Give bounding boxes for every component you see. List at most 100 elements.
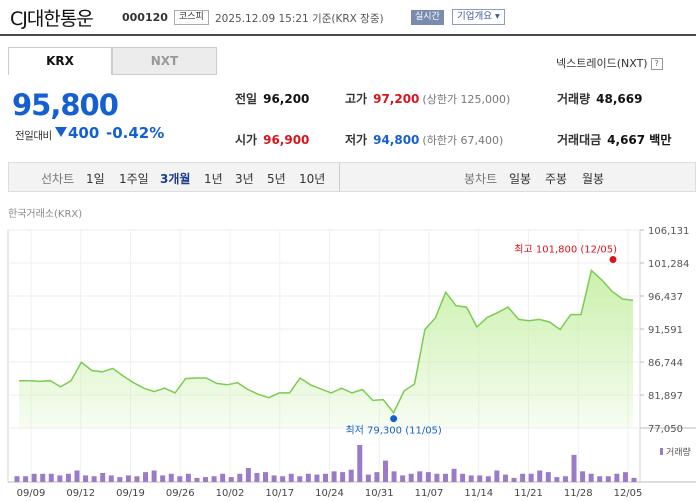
volume-bar [151,470,157,482]
x-tick-label: 11/14 [464,488,493,499]
change-label: 전일대비 [15,130,52,142]
volume-bar [134,476,140,482]
volume-bar [125,475,131,482]
stat-volume: 거래량 48,669 [557,90,642,107]
volume-bar [502,474,508,482]
period-10y[interactable]: 10년 [299,172,326,186]
volume-bar [168,473,174,482]
stat-low: 저가 94,800 (하한가 67,400) [345,131,503,148]
price-change-percent: -0.42% [106,124,165,142]
volume-bar [485,476,491,482]
volume-bar [451,468,457,482]
volume-bar [588,473,594,482]
stat-prev-close: 전일 96,200 [235,90,309,107]
volume-bar [254,472,260,482]
candle-daily[interactable]: 일봉 [509,172,532,186]
stat-open: 시가 96,900 [235,131,309,148]
x-tick-label: 10/02 [216,488,245,499]
period-1w[interactable]: 1주일 [119,172,149,186]
volume-bar [528,473,534,482]
tab-nxt[interactable]: NXT [112,47,217,75]
volume-bar [220,473,226,482]
volume-legend-label: 거래량 [666,446,691,458]
nextrade-label: 넥스트레이드(NXT) [556,57,648,70]
stat-turnover: 거래대금 4,667 백만 [557,131,671,148]
help-icon[interactable]: ? [650,58,663,70]
x-tick-label: 11/07 [415,488,444,499]
down-arrow-icon [55,127,67,137]
y-tick-label: 77,050 [648,424,683,435]
y-tick-label: 81,897 [648,391,683,402]
volume-bar [65,473,71,482]
stat-label: 저가 [345,133,368,147]
candle-chart-label: 봉차트 [464,172,498,186]
volume-bar [177,476,183,482]
stock-code: 000120 [122,11,168,24]
price-chart[interactable]: 106,131 101,284 96,437 91,591 86,744 81,897 77… [0,218,696,502]
volume-bar [143,472,149,482]
volume-bar [117,477,123,482]
candle-monthly[interactable]: 월봉 [582,172,605,186]
volume-bar [614,473,620,482]
y-tick-label: 96,437 [648,292,683,303]
volume-bar [83,475,89,482]
y-tick-label: 91,591 [648,325,683,336]
period-3y[interactable]: 3년 [235,172,254,186]
volume-bar [40,473,46,482]
stat-label: 고가 [345,92,368,106]
stock-header: CJ대한통운 000120 코스피 2025.12.09 15:21 기준(KR… [0,0,696,36]
volume-bar [314,474,320,482]
volume-bar [597,476,603,482]
company-info-button[interactable]: 기업개요 ▾ [452,9,505,25]
line-chart-label: 선차트 [41,172,75,186]
y-tick-label: 106,131 [648,226,689,237]
volume-bar [511,477,517,482]
realtime-badge: 실시간 [411,10,444,25]
high-annotation: 최고 101,800 (12/05) [514,243,617,255]
volume-bar [271,475,277,482]
exchange-label: 한국거래소(KRX) [8,209,83,220]
stat-label: 거래량 [557,92,591,106]
chart-toolbar: 선차트 1일 1주일 3개월 1년 3년 5년 10년 봉차트 일봉 주봉 월봉 [8,162,696,192]
stat-value: 48,669 [596,92,643,106]
stat-label: 전일 [235,92,258,106]
volume-bar [263,472,269,482]
x-tick-label: 09/26 [166,488,195,499]
low-annotation: 최저 79,300 (11/05) [345,425,441,437]
volume-bar [305,473,311,482]
period-1d[interactable]: 1일 [86,172,105,186]
volume-bar [382,460,388,482]
volume-bar [288,473,294,482]
tab-krx[interactable]: KRX [8,47,112,75]
price-area-fill [19,270,633,428]
volume-bar [520,473,526,482]
x-tick-label: 10/31 [365,488,394,499]
volume-bar [57,475,63,482]
volume-bar [237,473,243,482]
volume-bar [468,475,474,482]
volume-bar [108,475,114,482]
period-1y[interactable]: 1년 [204,172,223,186]
volume-bar [365,474,371,482]
volume-bar [494,470,500,482]
stat-label: 거래대금 [557,133,602,147]
stat-value: 96,900 [263,133,310,147]
volume-bar [400,475,406,482]
volume-bar [622,472,628,482]
period-3m[interactable]: 3개월 [160,172,191,186]
stock-name: CJ대한통운 [10,8,94,30]
price-line [19,268,634,415]
volume-bar [245,468,251,482]
x-tick-label: 10/24 [315,488,344,499]
volume-bar [408,473,414,482]
period-5y[interactable]: 5년 [267,172,286,186]
candle-weekly[interactable]: 주봉 [545,172,568,186]
volume-bar [357,445,363,482]
volume-bar [580,471,586,482]
volume-bar [442,473,448,482]
stat-high: 고가 97,200 (상한가 125,000) [345,90,510,107]
quote-timestamp: 2025.12.09 15:21 기준(KRX 장중) [215,13,384,25]
nextrade-link[interactable]: 넥스트레이드(NXT)? [556,55,663,71]
x-tick-label: 12/05 [614,488,643,499]
volume-bar [391,471,397,482]
